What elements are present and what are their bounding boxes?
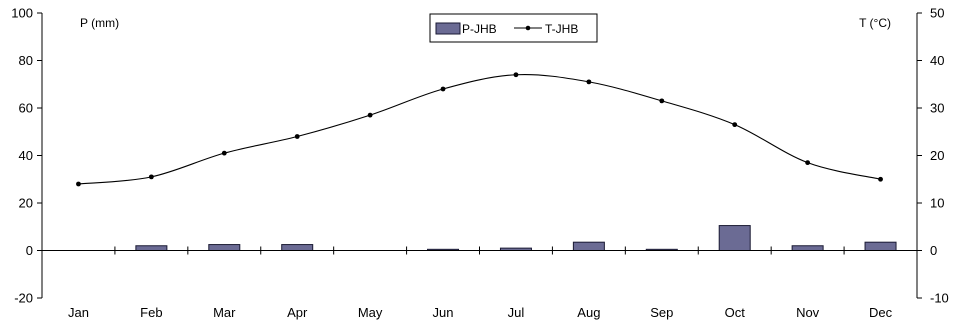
- precip-bar: [572, 241, 605, 251]
- temp-point: [221, 150, 227, 156]
- temp-point: [659, 98, 665, 104]
- precip-bar: [791, 245, 824, 251]
- right-tick-label: 50: [930, 6, 944, 21]
- right-tick-label: 0: [930, 243, 937, 258]
- precip-bar: [281, 244, 314, 251]
- x-tick-label: Aug: [577, 305, 600, 320]
- right-tick-label: 30: [930, 101, 944, 116]
- x-axis-labels: Jan Feb Mar Apr May Jun Jul Aug Sep Oct Nov Dec: [68, 305, 893, 320]
- right-axis-title: T (°C): [859, 16, 891, 30]
- temperature-line: [78, 73, 881, 185]
- legend-label-precip: P-JHB: [462, 22, 497, 36]
- precip-bar: [208, 244, 241, 251]
- legend: P-JHB T-JHB: [429, 13, 598, 43]
- x-tick-label: Apr: [287, 305, 308, 320]
- temp-point: [440, 86, 446, 92]
- temp-point: [732, 122, 738, 128]
- temp-point: [148, 174, 154, 180]
- x-tick-label: Dec: [869, 305, 893, 320]
- left-axis-ticks: 100 80 60 40 20 0 -20: [11, 6, 42, 306]
- x-tick-label: Nov: [796, 305, 820, 320]
- x-tick-label: Jul: [508, 305, 525, 320]
- precip-bar: [864, 241, 897, 251]
- legend-bar-swatch: [435, 22, 461, 35]
- x-tick-label: Feb: [140, 305, 162, 320]
- temp-point: [294, 134, 300, 139]
- left-tick-label: 100: [11, 6, 33, 21]
- right-tick-label: 10: [930, 196, 944, 211]
- left-tick-label: 80: [19, 53, 33, 68]
- left-tick-label: 60: [19, 101, 33, 116]
- temp-point: [513, 72, 519, 78]
- temp-point: [367, 112, 373, 118]
- temperature-points: [76, 72, 883, 187]
- right-axis-ticks: 50 40 30 20 10 0 -10: [917, 6, 949, 306]
- x-tick-label: Sep: [650, 305, 673, 320]
- category-ticks: [114, 246, 845, 255]
- right-tick-label: 40: [930, 53, 944, 68]
- precip-bar: [135, 245, 168, 251]
- precipitation-bars: [135, 225, 897, 251]
- temp-point: [76, 181, 81, 187]
- precip-bar: [718, 225, 751, 251]
- x-tick-label: Jan: [68, 305, 89, 320]
- temp-point: [805, 160, 811, 166]
- left-tick-label: 0: [26, 243, 33, 258]
- legend-line-marker: [525, 25, 531, 31]
- right-tick-label: 20: [930, 148, 944, 163]
- left-tick-label: -20: [14, 291, 33, 306]
- x-tick-label: Oct: [725, 305, 746, 320]
- left-axis-title: P (mm): [80, 16, 119, 30]
- x-tick-label: May: [358, 305, 383, 320]
- left-tick-label: 40: [19, 148, 33, 163]
- legend-label-temp: T-JHB: [545, 22, 578, 36]
- right-tick-label: -10: [930, 291, 949, 306]
- temp-point: [878, 176, 883, 182]
- x-tick-label: Mar: [213, 305, 236, 320]
- left-tick-label: 20: [19, 196, 33, 211]
- temp-point: [586, 79, 592, 85]
- x-tick-label: Jun: [433, 305, 454, 320]
